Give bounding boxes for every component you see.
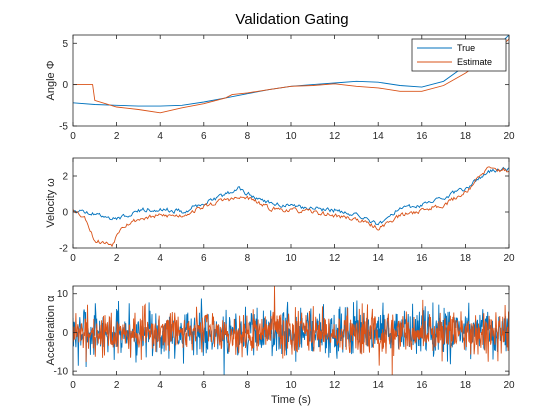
y-tick-label: -5 bbox=[59, 122, 68, 133]
x-tick-label: 0 bbox=[70, 131, 76, 142]
x-axis-label: Time (s) bbox=[271, 394, 311, 406]
y-axis-label: Velocity ω bbox=[45, 178, 57, 228]
x-tick-label: 12 bbox=[329, 380, 341, 391]
x-tick-label: 16 bbox=[416, 380, 428, 391]
y-tick-label: -2 bbox=[59, 244, 68, 255]
y-axis-label: Angle Φ bbox=[45, 60, 57, 100]
x-tick-label: 20 bbox=[503, 253, 515, 264]
x-tick-label: 6 bbox=[201, 253, 207, 264]
y-tick-label: 10 bbox=[57, 289, 69, 300]
x-tick-label: 6 bbox=[201, 380, 207, 391]
x-tick-label: 2 bbox=[114, 253, 120, 264]
y-tick-label: 0 bbox=[62, 328, 68, 339]
x-tick-label: 20 bbox=[503, 131, 515, 142]
x-tick-label: 2 bbox=[114, 380, 120, 391]
x-tick-label: 20 bbox=[503, 380, 515, 391]
x-tick-label: 10 bbox=[285, 380, 297, 391]
x-tick-label: 4 bbox=[157, 131, 163, 142]
legend: True Estimate bbox=[411, 38, 507, 72]
x-tick-label: 12 bbox=[329, 253, 341, 264]
legend-box bbox=[411, 38, 507, 72]
y-tick-label: -10 bbox=[54, 367, 69, 378]
x-tick-label: 8 bbox=[245, 380, 251, 391]
x-tick-label: 6 bbox=[201, 131, 207, 142]
legend-entry: Estimate bbox=[457, 57, 492, 67]
y-tick-label: 0 bbox=[62, 80, 68, 91]
series-line-estimate bbox=[73, 166, 509, 248]
y-tick-label: 0 bbox=[62, 208, 68, 219]
x-tick-label: 0 bbox=[70, 253, 76, 264]
figure-title: Validation Gating bbox=[235, 11, 348, 28]
x-tick-label: 16 bbox=[416, 131, 428, 142]
x-tick-label: 18 bbox=[460, 253, 472, 264]
x-tick-label: 12 bbox=[329, 131, 341, 142]
y-axis-label: Acceleration α bbox=[45, 295, 57, 366]
series-line-estimate bbox=[73, 38, 509, 114]
plot-area-1 bbox=[73, 35, 509, 114]
y-tick-label: 2 bbox=[62, 172, 68, 183]
x-tick-label: 18 bbox=[460, 131, 472, 142]
x-tick-label: 14 bbox=[373, 253, 385, 264]
x-tick-label: 16 bbox=[416, 253, 428, 264]
series-line-estimate bbox=[73, 286, 509, 375]
x-tick-label: 8 bbox=[245, 253, 251, 264]
x-tick-label: 2 bbox=[114, 131, 120, 142]
x-tick-label: 4 bbox=[157, 253, 163, 264]
legend-entry: True bbox=[457, 43, 475, 53]
series-line-true bbox=[73, 166, 509, 226]
x-tick-label: 14 bbox=[373, 380, 385, 391]
x-tick-label: 0 bbox=[70, 380, 76, 391]
x-tick-label: 8 bbox=[245, 131, 251, 142]
x-tick-label: 14 bbox=[373, 131, 385, 142]
plot-area-3 bbox=[73, 286, 509, 375]
plot-area-2 bbox=[73, 166, 509, 248]
x-tick-label: 4 bbox=[157, 380, 163, 391]
x-tick-label: 10 bbox=[285, 131, 297, 142]
y-tick-label: 5 bbox=[62, 39, 68, 50]
x-tick-label: 18 bbox=[460, 380, 472, 391]
x-tick-label: 10 bbox=[285, 253, 297, 264]
